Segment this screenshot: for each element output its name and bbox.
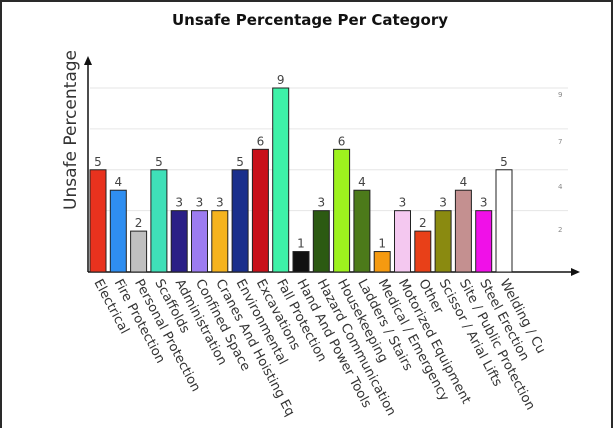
- bar: [434, 210, 452, 273]
- bar: [353, 189, 371, 273]
- bar-value-label: 9: [277, 73, 285, 87]
- bar: [170, 210, 188, 273]
- bar-value-label: 4: [114, 175, 122, 189]
- bar-value-label: 4: [358, 175, 366, 189]
- bar-value-label: 5: [500, 155, 508, 169]
- frame-left-border: [0, 0, 2, 428]
- bar: [231, 169, 249, 273]
- bar-value-label: 1: [297, 237, 305, 251]
- bar-value-label: 3: [175, 196, 183, 210]
- bar: [373, 251, 391, 273]
- bar-value-label: 2: [135, 216, 143, 230]
- bar: [414, 230, 432, 273]
- y-tick-label: 4: [558, 183, 563, 191]
- bar-value-label: 1: [378, 237, 386, 251]
- bar: [333, 148, 351, 273]
- bar-value-label: 3: [216, 196, 224, 210]
- bar-value-label: 3: [399, 196, 407, 210]
- bar: [251, 148, 269, 273]
- bar-value-label: 3: [480, 196, 488, 210]
- bar: [272, 87, 290, 273]
- bars: [89, 87, 513, 273]
- bar-value-label: 3: [196, 196, 204, 210]
- bar: [150, 169, 168, 273]
- x-axis-arrow: [571, 268, 580, 276]
- frame-right-border: [611, 0, 613, 428]
- bar-value-label: 2: [419, 216, 427, 230]
- y-tick-label: 7: [558, 138, 562, 146]
- bar-value-label: 3: [439, 196, 447, 210]
- chart-title: Unsafe Percentage Per Category: [172, 11, 448, 29]
- bar-value-label: 6: [257, 134, 265, 148]
- bar: [130, 230, 148, 273]
- bar-value-label: 3: [317, 196, 325, 210]
- bar-value-label: 5: [94, 155, 102, 169]
- bar: [191, 210, 208, 273]
- bar: [109, 189, 127, 273]
- bar: [495, 169, 513, 273]
- y-axis-label: Unsafe Percentage: [61, 50, 81, 210]
- bar: [312, 210, 330, 273]
- y-tick-label: 9: [558, 91, 562, 99]
- frame-top-border: [0, 0, 613, 2]
- y-axis-arrow: [84, 56, 92, 65]
- bar-value-label: 5: [236, 155, 244, 169]
- bar: [394, 210, 411, 273]
- y-tick-label: 2: [558, 226, 562, 234]
- bar: [292, 251, 310, 273]
- bar-value-label: 6: [338, 134, 346, 148]
- bar-value-label: 5: [155, 155, 163, 169]
- bar-value-label: 4: [460, 175, 468, 189]
- bar: [211, 210, 229, 273]
- bar: [89, 169, 107, 273]
- bar: [454, 189, 472, 273]
- bar: [475, 210, 493, 273]
